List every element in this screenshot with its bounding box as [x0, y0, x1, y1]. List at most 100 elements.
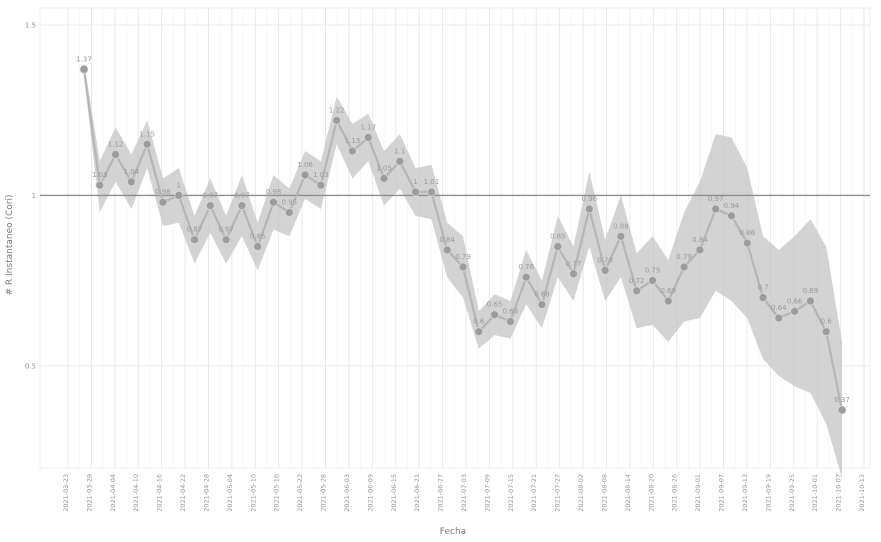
data-label: 0.98	[155, 188, 171, 196]
data-label: 0.85	[250, 233, 266, 241]
data-label: 0.79	[676, 253, 692, 261]
data-label: 0.75	[645, 267, 661, 275]
data-point	[584, 204, 594, 214]
data-label: 1	[177, 181, 181, 189]
data-point	[679, 262, 689, 272]
data-label: 0.85	[550, 233, 566, 241]
data-point	[727, 211, 736, 221]
x-tick-label: 2021-09-25	[788, 474, 796, 512]
data-point	[411, 187, 421, 197]
data-point	[569, 269, 578, 279]
data-point	[774, 313, 784, 323]
data-point	[790, 306, 800, 316]
x-tick-label: 2021-09-13	[741, 474, 749, 512]
data-label: 0.95	[281, 198, 297, 206]
data-point	[221, 235, 231, 245]
data-point	[300, 170, 310, 180]
x-tick-label: 2021-09-07	[718, 474, 726, 512]
data-point	[237, 201, 247, 211]
data-label: 1.22	[329, 106, 345, 114]
data-point	[695, 245, 705, 255]
data-label: 0.94	[724, 202, 740, 210]
data-point	[79, 64, 89, 74]
x-tick-label: 2021-03-29	[85, 474, 93, 512]
data-point	[111, 150, 120, 159]
x-tick-label: 2021-10-07	[835, 474, 843, 512]
data-point	[190, 235, 199, 245]
x-tick-label: 2021-07-15	[507, 474, 515, 512]
data-label: 0.64	[771, 304, 787, 312]
data-label: 1.37	[76, 55, 92, 63]
x-tick-label: 2021-04-10	[132, 474, 140, 512]
data-label: 0.76	[518, 263, 534, 271]
data-label: 0.87	[218, 226, 234, 234]
y-tick-label: 0.5	[25, 362, 36, 370]
data-label: 0.7	[757, 284, 768, 292]
data-label: 0.97	[708, 195, 724, 203]
data-label: 1.17	[360, 123, 376, 131]
data-point	[632, 286, 642, 296]
data-label: 1.12	[108, 141, 124, 149]
data-points	[79, 64, 847, 415]
x-tick-label: 2021-08-26	[671, 474, 679, 512]
data-label: 0.72	[629, 277, 645, 285]
data-label: 0.77	[566, 260, 582, 268]
data-point	[553, 242, 563, 251]
data-label: 0.78	[597, 256, 613, 264]
data-point	[758, 293, 768, 303]
data-point	[600, 265, 610, 275]
x-tick-label: 2021-05-16	[273, 474, 281, 512]
data-point	[711, 204, 721, 214]
x-tick-label: 2021-06-27	[437, 474, 445, 512]
data-point	[821, 327, 831, 337]
x-tick-label: 2021-06-21	[413, 474, 421, 512]
data-label: 0.66	[787, 297, 803, 305]
data-label: 0.87	[187, 226, 203, 234]
data-label: 0.98	[266, 188, 282, 196]
data-label: 0.84	[439, 236, 455, 244]
x-axis-ticks: 2021-03-23 2021-03-29 2021-04-04 2021-04-10…	[62, 474, 866, 512]
x-tick-label: 2021-10-13	[858, 474, 866, 512]
data-point	[284, 208, 294, 217]
data-point	[521, 272, 531, 282]
data-label: 0.63	[503, 307, 519, 315]
data-point	[316, 180, 326, 190]
data-label: 0.88	[613, 222, 629, 230]
data-point	[363, 133, 373, 142]
data-label: 0.69	[660, 287, 676, 295]
data-point	[379, 173, 389, 183]
data-point	[395, 156, 405, 166]
x-tick-label: 2021-03-23	[62, 474, 70, 512]
data-point	[126, 177, 136, 187]
x-tick-label: 2021-07-21	[530, 474, 538, 512]
x-tick-label: 2021-09-19	[764, 474, 772, 512]
data-label: 1.13	[345, 137, 361, 145]
x-tick-label: 2021-04-16	[156, 474, 164, 512]
data-label: 1.05	[376, 164, 392, 172]
data-point	[458, 262, 468, 272]
x-tick-label: 2021-08-20	[647, 474, 655, 512]
data-label: 0.97	[203, 192, 219, 200]
data-point	[348, 146, 357, 156]
x-tick-label: 2021-05-22	[296, 474, 304, 512]
x-tick-label: 2021-05-28	[320, 474, 328, 512]
data-point	[742, 238, 752, 248]
data-point	[174, 191, 184, 200]
data-label: 0.96	[582, 195, 598, 203]
data-label: 1.03	[313, 171, 329, 179]
data-label: 1.01	[424, 178, 440, 186]
x-tick-label: 2021-06-09	[366, 474, 374, 512]
y-tick-label: 1.5	[25, 22, 36, 30]
data-point	[505, 317, 515, 326]
data-point	[253, 242, 263, 251]
x-tick-label: 2021-04-28	[202, 474, 210, 512]
data-point	[616, 231, 626, 241]
data-point	[158, 197, 168, 207]
x-tick-label: 2021-07-27	[554, 474, 562, 512]
x-tick-label: 2021-07-09	[483, 474, 491, 512]
data-label: 1.15	[139, 130, 155, 138]
data-label: 1	[413, 178, 417, 186]
data-label: 0.97	[234, 192, 250, 200]
data-point	[205, 201, 215, 211]
data-point	[837, 405, 847, 415]
